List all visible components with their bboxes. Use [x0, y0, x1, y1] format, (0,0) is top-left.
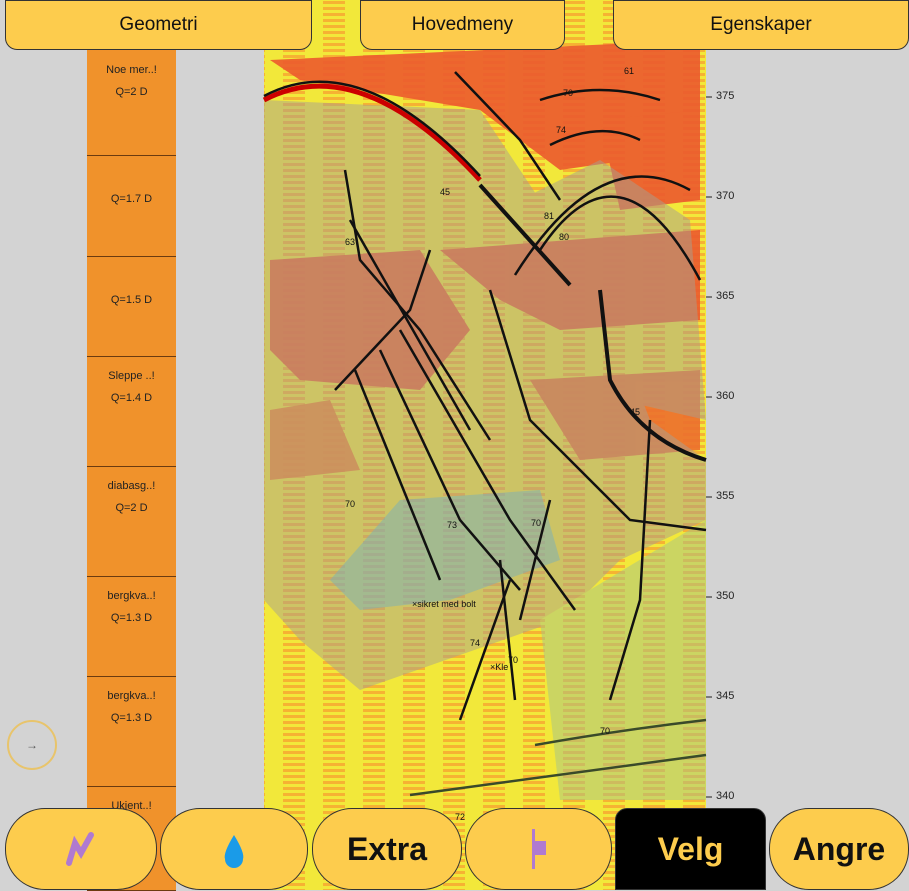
map-label: 61: [624, 66, 634, 76]
map-label: 45: [440, 187, 450, 197]
layer-item[interactable]: Q=1.5 D: [87, 256, 176, 357]
scale-label: 350: [716, 590, 735, 602]
layer-item[interactable]: diabasg..! Q=2 D: [87, 466, 176, 577]
scale-label: 365: [716, 290, 735, 302]
line-tool[interactable]: [5, 808, 157, 890]
map-label: 70: [600, 726, 610, 736]
map-label: 74: [470, 638, 480, 648]
scale-label: 370: [716, 190, 735, 202]
drop-icon: [224, 835, 244, 868]
layer-quality: Q=1.5 D: [110, 294, 153, 306]
map-label: ×sikret med bolt: [412, 599, 476, 609]
layer-quality: Q=1.7 D: [110, 193, 153, 205]
layer-name: Sleppe ..!: [108, 370, 155, 382]
layer-item[interactable]: bergkva..! Q=1.3 D: [87, 576, 176, 677]
layer-item[interactable]: Q=1.7 D: [87, 155, 176, 257]
map-label: ×Kle: [490, 662, 508, 672]
layer-item[interactable]: Sleppe ..! Q=1.4 D: [87, 356, 176, 467]
scale-label: 340: [716, 790, 735, 802]
layer-name: diabasg..!: [107, 480, 156, 492]
map-label: 70: [531, 518, 541, 528]
expand-button[interactable]: →: [7, 720, 57, 770]
scale-label: 375: [716, 90, 735, 102]
layer-quality: Q=2 D: [115, 502, 148, 514]
layer-name: bergkva..!: [107, 690, 156, 702]
map-label: 70: [563, 88, 573, 98]
water-tool[interactable]: [160, 808, 308, 890]
layer-name: bergkva..!: [107, 590, 156, 602]
scale-label: 345: [716, 690, 735, 702]
map-label: 81: [544, 211, 554, 221]
symbol-tool[interactable]: [465, 808, 612, 890]
fault-lines: [262, 71, 707, 797]
layer-quality: Q=2 D: [115, 86, 148, 98]
select-button[interactable]: Velg: [615, 808, 766, 890]
map-label: 72: [455, 812, 465, 822]
map-label: 80: [559, 232, 569, 242]
map-label: 70: [345, 499, 355, 509]
layer-quality: Q=1.4 D: [110, 392, 153, 404]
map-label: 45: [630, 407, 640, 417]
layer-item[interactable]: Noe mer..! Q=2 D: [87, 50, 176, 156]
map-label: 73: [447, 520, 457, 530]
line-icon: [66, 832, 94, 866]
map-label: 63: [345, 237, 355, 247]
map-label: 74: [556, 125, 566, 135]
main-menu-tab[interactable]: Hovedmeny: [360, 0, 565, 50]
layer-list: Noe mer..! Q=2 D Q=1.7 D Q=1.5 D Sleppe ..! Q…: [87, 0, 176, 891]
layer-item[interactable]: bergkva..! Q=1.3 D: [87, 676, 176, 787]
layer-name: Noe mer..!: [106, 64, 157, 76]
geometry-tab[interactable]: Geometri: [5, 0, 312, 50]
scale-label: 355: [716, 490, 735, 502]
scale-label: 360: [716, 390, 735, 402]
extra-button[interactable]: Extra: [312, 808, 462, 890]
symbol-icon: [531, 829, 546, 869]
layer-quality: Q=1.3 D: [110, 712, 153, 724]
layer-quality: Q=1.3 D: [110, 612, 153, 624]
map-label: 70: [508, 655, 518, 665]
scale-ticks: [706, 96, 712, 798]
undo-button[interactable]: Angre: [769, 808, 909, 890]
properties-tab[interactable]: Egenskaper: [613, 0, 909, 50]
